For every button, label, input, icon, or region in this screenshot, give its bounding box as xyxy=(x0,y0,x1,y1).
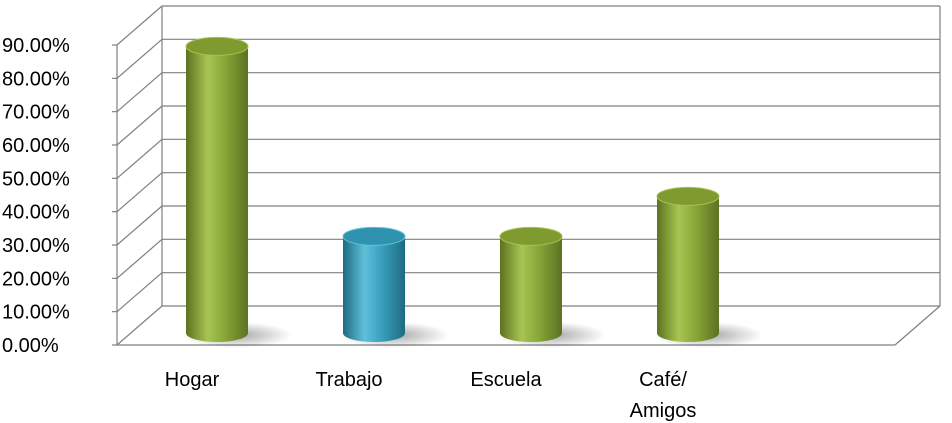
gridline-side xyxy=(116,272,163,313)
gridline-side xyxy=(116,105,163,146)
bar-body xyxy=(343,236,405,342)
y-tick-label: 30.00% xyxy=(2,235,70,257)
gridline-side xyxy=(116,305,163,346)
category-labels: Hogar Trabajo Escuela Café/Amigos xyxy=(165,369,697,422)
gridline-side xyxy=(116,38,163,79)
y-tick-label: 60.00% xyxy=(2,135,70,157)
x-category-label: Escuela xyxy=(470,369,542,391)
y-tick-label: 80.00% xyxy=(2,68,70,90)
bar-top xyxy=(499,226,563,246)
x-category-label: Café/Amigos xyxy=(630,369,697,422)
gridline-side xyxy=(116,5,163,46)
bar-body xyxy=(500,236,562,342)
y-tick-label: 50.00% xyxy=(2,168,70,190)
bar-top xyxy=(185,36,249,56)
gridline-side xyxy=(116,238,163,279)
y-tick-label: 20.00% xyxy=(2,268,70,290)
bar-body xyxy=(186,46,248,342)
y-tick-label: 0.00% xyxy=(2,335,59,357)
x-category-label: Trabajo xyxy=(315,369,382,391)
bar-hogar xyxy=(182,36,292,348)
x-category-label: Hogar xyxy=(165,369,220,391)
bar-caf- xyxy=(653,186,763,348)
bars xyxy=(182,36,763,348)
bar-trabajo xyxy=(339,226,449,348)
y-tick-label: 40.00% xyxy=(2,202,70,224)
y-tick-label: 10.00% xyxy=(2,302,70,324)
bar-body xyxy=(657,196,719,342)
gridline-side xyxy=(116,205,163,246)
y-tick-label: 70.00% xyxy=(2,102,70,124)
gridline-side xyxy=(116,172,163,213)
gridline-side xyxy=(116,72,163,113)
gridline-side xyxy=(116,138,163,179)
bar-escuela xyxy=(496,226,606,348)
floor-right-edge xyxy=(894,305,941,346)
bar-top xyxy=(656,186,720,206)
bar-top xyxy=(342,226,406,246)
y-axis: 0.00% 10.00% 20.00% 30.00% 40.00% 50.00% 60.00… xyxy=(2,35,118,357)
y-tick-label: 90.00% xyxy=(2,35,70,57)
